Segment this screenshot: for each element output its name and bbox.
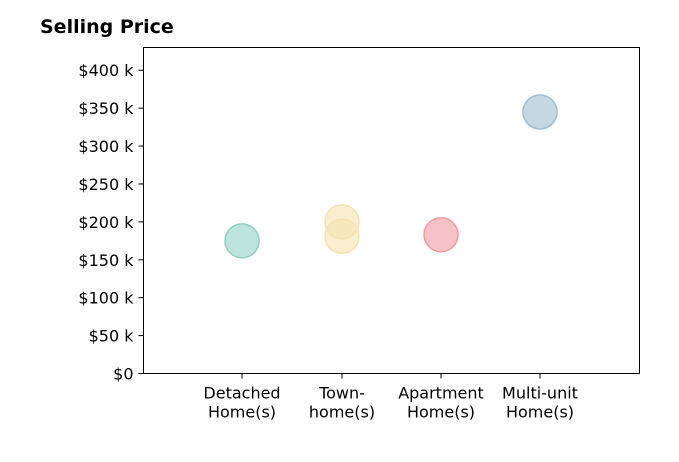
chart-title: Selling Price: [40, 16, 174, 38]
y-tick-label: $0: [113, 365, 133, 384]
data-point: [423, 217, 459, 253]
y-tick-label: $200 k: [78, 213, 134, 232]
x-tick-label-line: Town-: [318, 384, 365, 403]
y-tick-label: $400 k: [78, 61, 134, 80]
y-tick-label: $50 k: [89, 327, 135, 346]
plot-frame: [143, 47, 640, 374]
y-tick-label: $150 k: [78, 251, 134, 270]
y-tick-label: $350 k: [78, 99, 134, 118]
y-tick-label: $300 k: [78, 137, 134, 156]
x-tick-label-line: home(s): [309, 403, 375, 422]
y-axis: $0 $50 k $100 k $150 k $200 k $250 k $300 k $35…: [78, 61, 144, 384]
x-tick-label-line: Home(s): [407, 403, 475, 422]
data-point: [324, 218, 360, 255]
x-tick-label: Town-home(s): [309, 384, 375, 422]
points-layer: [224, 94, 558, 259]
x-tick-label-line: Multi-unit: [502, 384, 578, 403]
data-point: [522, 94, 558, 130]
data-point: [224, 223, 260, 259]
x-tick-label: Detached Home(s): [203, 384, 280, 422]
y-tick-label: $100 k: [78, 289, 134, 308]
x-axis: Detached Home(s)Town-home(s)Apartment Home…: [203, 373, 578, 422]
x-tick-label-line: Home(s): [208, 403, 276, 422]
y-tick-label: $250 k: [78, 175, 134, 194]
x-tick-label: Apartment Home(s): [398, 384, 484, 422]
x-tick-label-line: Apartment: [398, 384, 484, 403]
x-tick-label-line: Detached: [203, 384, 280, 403]
x-tick-label: Multi-unit Home(s): [502, 384, 578, 422]
x-tick-label-line: Home(s): [506, 403, 574, 422]
